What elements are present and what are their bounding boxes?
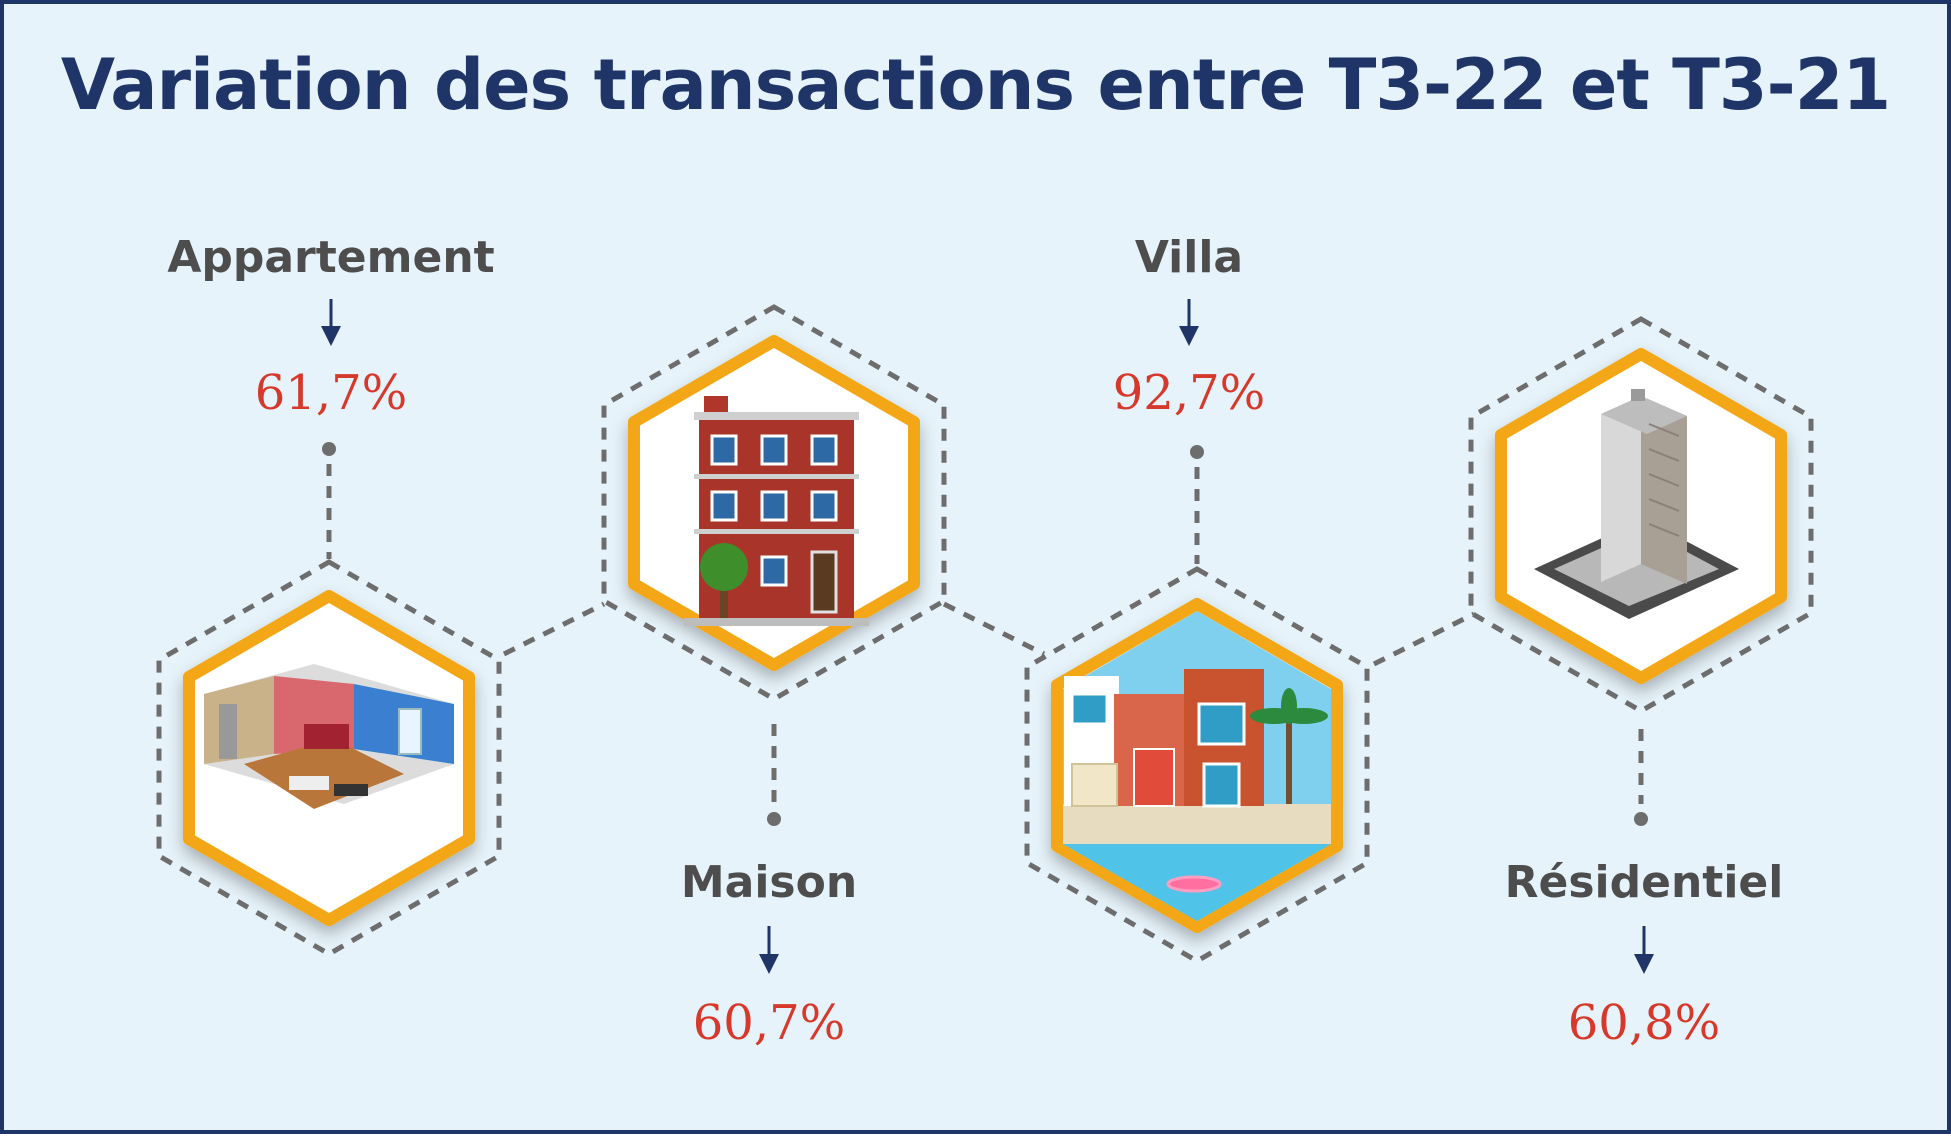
value-maison: 60,7% [693, 995, 845, 1051]
category-label-maison: Maison [681, 857, 857, 908]
connector-1-2 [502, 601, 606, 657]
down-arrow-icon [759, 926, 779, 974]
residential-tower-icon [1534, 389, 1739, 619]
item-villa: Villa 92,7% [1024, 232, 1370, 964]
connector-dot [1634, 812, 1648, 826]
category-label-residentiel: Résidentiel [1505, 857, 1784, 908]
value-residentiel: 60,8% [1568, 995, 1720, 1051]
down-arrow-icon [1634, 926, 1654, 974]
down-arrow-icon [1179, 299, 1199, 346]
brick-house-icon [684, 396, 869, 626]
connector-dot [1190, 445, 1204, 459]
category-label-appartement: Appartement [167, 232, 494, 283]
item-maison: Maison 60,7% [601, 304, 947, 1051]
apartment-interior-icon [204, 664, 454, 809]
item-appartement: Appartement 61,7% [156, 232, 502, 957]
connector-dot [767, 812, 781, 826]
connector-lines [502, 601, 1476, 667]
item-residentiel: Résidentiel 60,8% [1468, 316, 1814, 1051]
hexagon-diagram: Appartement 61,7% [156, 232, 1814, 1051]
category-label-villa: Villa [1135, 232, 1243, 283]
value-villa: 92,7% [1113, 365, 1265, 421]
connector-3-4 [1372, 611, 1476, 667]
page-title: Variation des transactions entre T3-22 e… [60, 44, 1891, 126]
villa-pool-icon [1063, 611, 1331, 921]
connector-2-3 [942, 601, 1046, 657]
down-arrow-icon [321, 299, 341, 346]
value-appartement: 61,7% [255, 365, 407, 421]
connector-dot [322, 442, 336, 456]
